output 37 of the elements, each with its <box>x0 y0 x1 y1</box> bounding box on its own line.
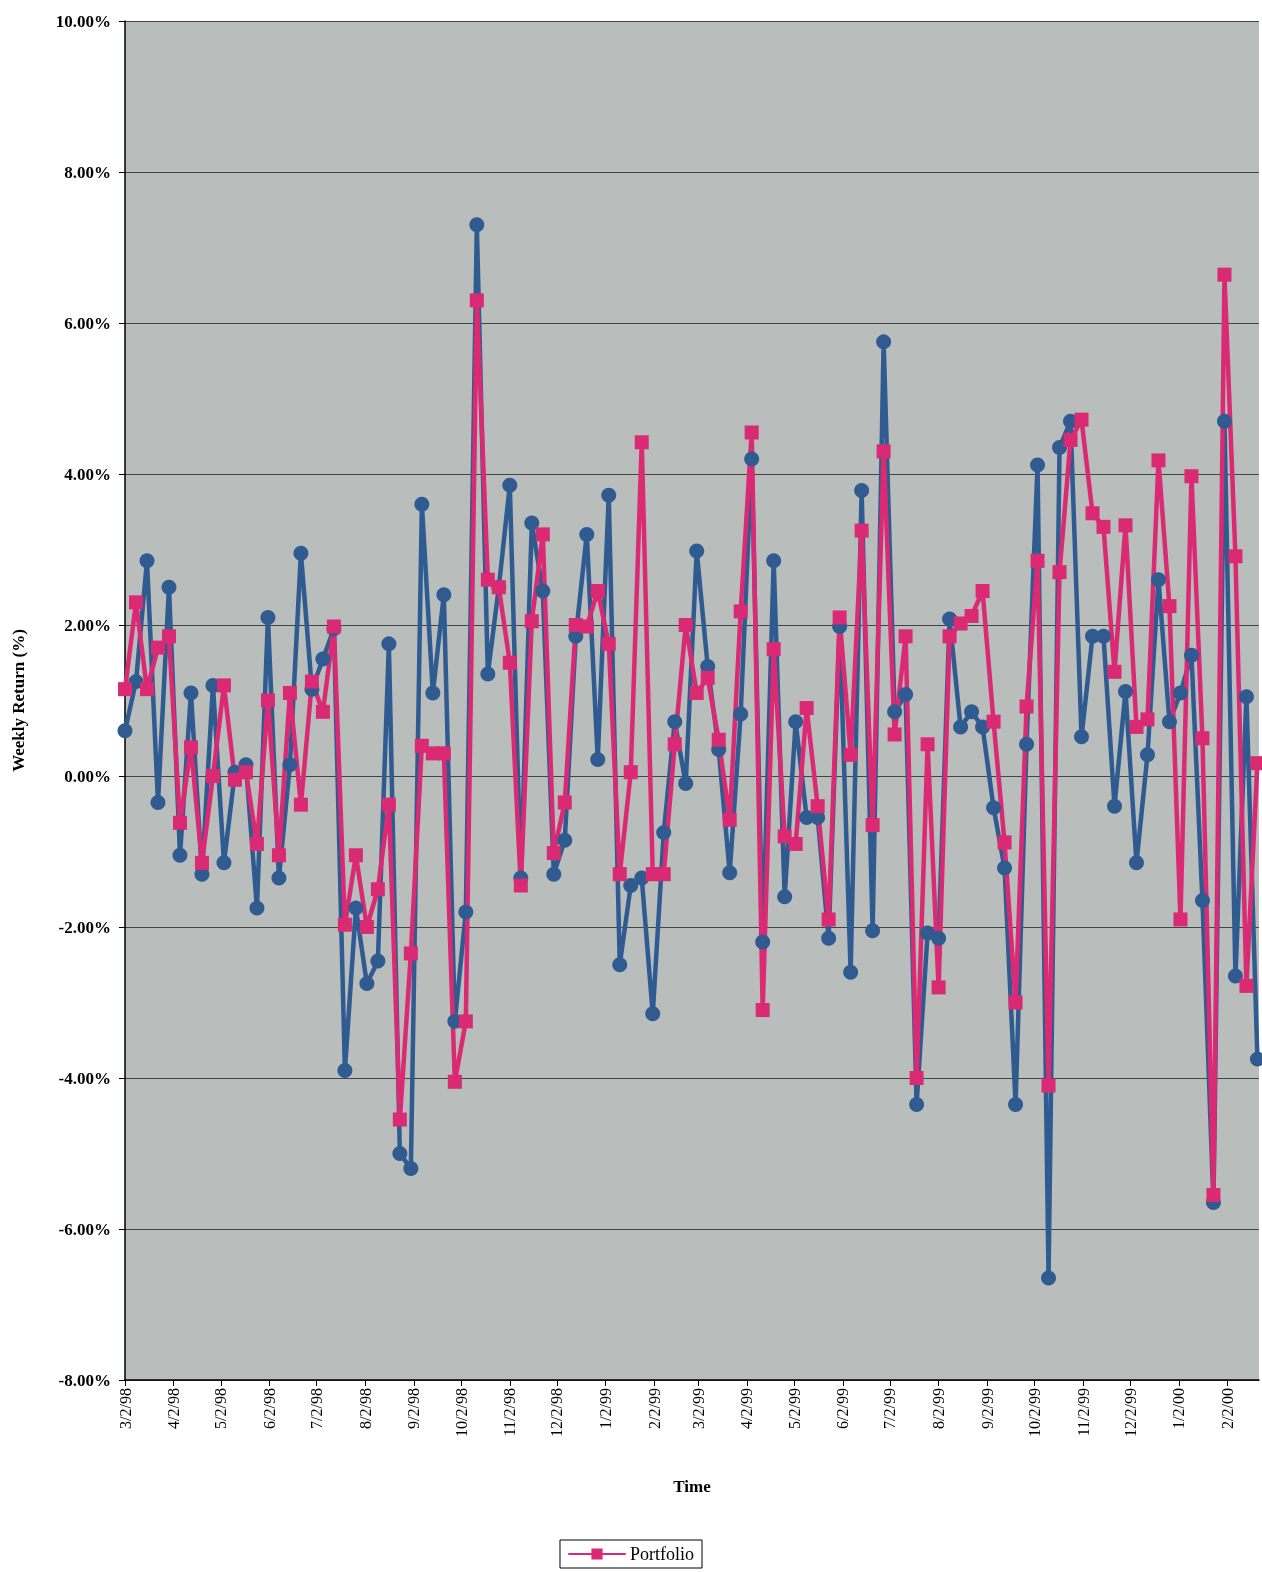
y-tick-label: 4.00% <box>64 464 111 484</box>
x-tick-label: 4/2/98 <box>165 1388 183 1429</box>
x-tick-label: 2/2/99 <box>645 1388 663 1429</box>
x-tick-label: 9/2/98 <box>405 1388 423 1429</box>
y-tick-label: 6.00% <box>64 313 111 333</box>
y-tick-label: 8.00% <box>64 162 111 182</box>
x-tick-label: 11/2/99 <box>1074 1388 1092 1437</box>
x-tick-label: 3/2/98 <box>116 1388 134 1429</box>
x-tick-label: 10/2/98 <box>452 1388 470 1437</box>
y-tick-label: -8.00% <box>58 1370 111 1390</box>
x-tick-label: 6/2/98 <box>261 1388 278 1429</box>
x-tick-label: 10/2/99 <box>1025 1388 1043 1437</box>
x-tick-label: 2/2/00 <box>1219 1388 1237 1429</box>
x-axis-title: Time <box>673 1477 712 1496</box>
y-tick-label: -2.00% <box>58 917 111 937</box>
x-tick-label: 9/2/99 <box>978 1388 996 1429</box>
x-tick-label: 7/2/99 <box>881 1388 899 1429</box>
y-tick-label: -6.00% <box>58 1219 111 1239</box>
y-axis-title: Weekly Return (%) <box>9 629 28 772</box>
x-tick-label: 8/2/98 <box>356 1388 374 1429</box>
x-tick-label: 4/2/99 <box>738 1388 756 1429</box>
x-tick-label: 12/2/99 <box>1121 1388 1139 1437</box>
y-tick-label: 0.00% <box>64 766 111 786</box>
x-tick-label: 12/2/98 <box>548 1388 566 1437</box>
y-tick-label: -4.00% <box>58 1068 111 1088</box>
y-tick-label: 10.00% <box>55 11 111 31</box>
x-tick-label: 11/2/98 <box>501 1388 519 1437</box>
x-tick-label: 8/2/99 <box>930 1388 948 1429</box>
x-tick-label: 6/2/99 <box>834 1388 852 1429</box>
y-tick-label: 2.00% <box>64 615 111 635</box>
x-tick-label: 1/2/99 <box>597 1388 615 1429</box>
x-tick-label: 7/2/98 <box>308 1388 326 1429</box>
x-tick-label: 1/2/00 <box>1170 1388 1188 1429</box>
x-tick-label: 3/2/99 <box>689 1388 707 1429</box>
x-tick-label: 5/2/98 <box>212 1388 230 1429</box>
x-tick-label: 5/2/99 <box>785 1388 803 1429</box>
legend-label: Portfolio <box>630 1544 695 1564</box>
